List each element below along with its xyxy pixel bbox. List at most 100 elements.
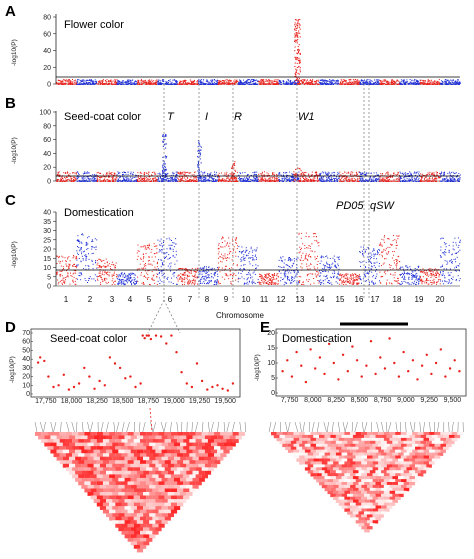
data-point	[314, 80, 316, 82]
data-point	[92, 180, 94, 182]
data-point	[384, 79, 386, 80]
data-point	[188, 81, 190, 83]
data-point	[75, 256, 77, 257]
data-point	[328, 172, 330, 174]
data-point	[347, 171, 349, 173]
data-point	[273, 180, 275, 182]
data-point	[185, 176, 187, 178]
data-point	[298, 84, 300, 85]
data-point	[71, 180, 73, 181]
data-point	[179, 176, 181, 178]
data-point	[278, 177, 280, 179]
data-point	[270, 81, 272, 83]
data-point	[179, 83, 181, 85]
data-point	[215, 179, 217, 181]
data-point	[430, 83, 432, 85]
data-point	[221, 81, 223, 83]
data-point	[290, 80, 292, 81]
data-point	[76, 82, 78, 84]
data-point	[76, 240, 78, 241]
data-point	[287, 82, 289, 84]
data-point	[188, 181, 190, 182]
data-point	[370, 181, 372, 182]
data-point	[78, 275, 80, 276]
data-point	[374, 82, 375, 84]
data-point	[191, 80, 193, 82]
data-point	[209, 180, 211, 182]
data-point	[409, 171, 411, 173]
data-point	[440, 180, 441, 182]
data-point	[65, 179, 67, 181]
data-point	[437, 81, 438, 82]
data-point	[210, 81, 212, 83]
data-point	[334, 178, 335, 180]
data-point	[77, 235, 79, 237]
data-point	[325, 82, 327, 84]
data-point	[270, 84, 272, 85]
data-point	[86, 79, 88, 81]
data-point	[119, 82, 120, 84]
data-point	[406, 178, 408, 180]
data-point	[66, 265, 68, 267]
data-point	[148, 180, 149, 182]
data-point	[448, 179, 450, 181]
data-point	[347, 172, 349, 174]
data-point	[117, 178, 119, 180]
data-point	[423, 81, 425, 83]
data-point	[331, 81, 333, 83]
data-point	[172, 171, 174, 173]
data-point	[253, 174, 255, 176]
data-point	[176, 180, 178, 182]
data-point	[256, 176, 258, 178]
data-point	[273, 81, 275, 83]
data-point	[281, 178, 283, 180]
data-point	[258, 181, 260, 182]
data-point	[249, 81, 251, 83]
data-point	[411, 174, 413, 176]
data-point	[243, 181, 245, 182]
data-point	[167, 178, 169, 180]
y-tick-label: 60	[43, 31, 51, 38]
data-point	[408, 83, 410, 85]
data-point	[263, 82, 265, 84]
data-point	[89, 83, 91, 85]
data-point	[67, 258, 69, 260]
data-point	[435, 179, 437, 181]
data-point	[75, 84, 77, 85]
data-point	[357, 83, 359, 84]
data-point	[325, 80, 327, 82]
data-point	[423, 175, 425, 176]
data-point	[409, 180, 410, 182]
data-point	[184, 81, 186, 83]
data-point	[70, 272, 71, 274]
data-point	[73, 179, 75, 181]
peak-point	[299, 28, 301, 30]
data-point	[207, 81, 209, 83]
data-point	[449, 174, 451, 176]
data-point	[434, 83, 436, 85]
data-point	[458, 84, 460, 85]
data-point	[331, 83, 333, 85]
data-point	[184, 174, 186, 176]
data-point	[398, 180, 400, 182]
data-point	[109, 173, 111, 175]
peak-point	[197, 160, 199, 162]
data-point	[79, 79, 81, 81]
data-point	[333, 171, 335, 173]
data-point	[78, 176, 80, 178]
data-point	[158, 177, 160, 179]
data-point	[452, 178, 454, 180]
data-point	[334, 82, 336, 84]
data-point	[217, 177, 219, 179]
data-point	[77, 246, 78, 247]
data-point	[76, 257, 78, 259]
data-point	[401, 83, 403, 85]
data-point	[380, 173, 382, 175]
data-point	[286, 177, 288, 178]
data-point	[434, 179, 436, 181]
data-point	[340, 79, 342, 81]
peak-point	[297, 19, 299, 21]
peak-point	[298, 26, 300, 28]
data-point	[323, 179, 325, 181]
